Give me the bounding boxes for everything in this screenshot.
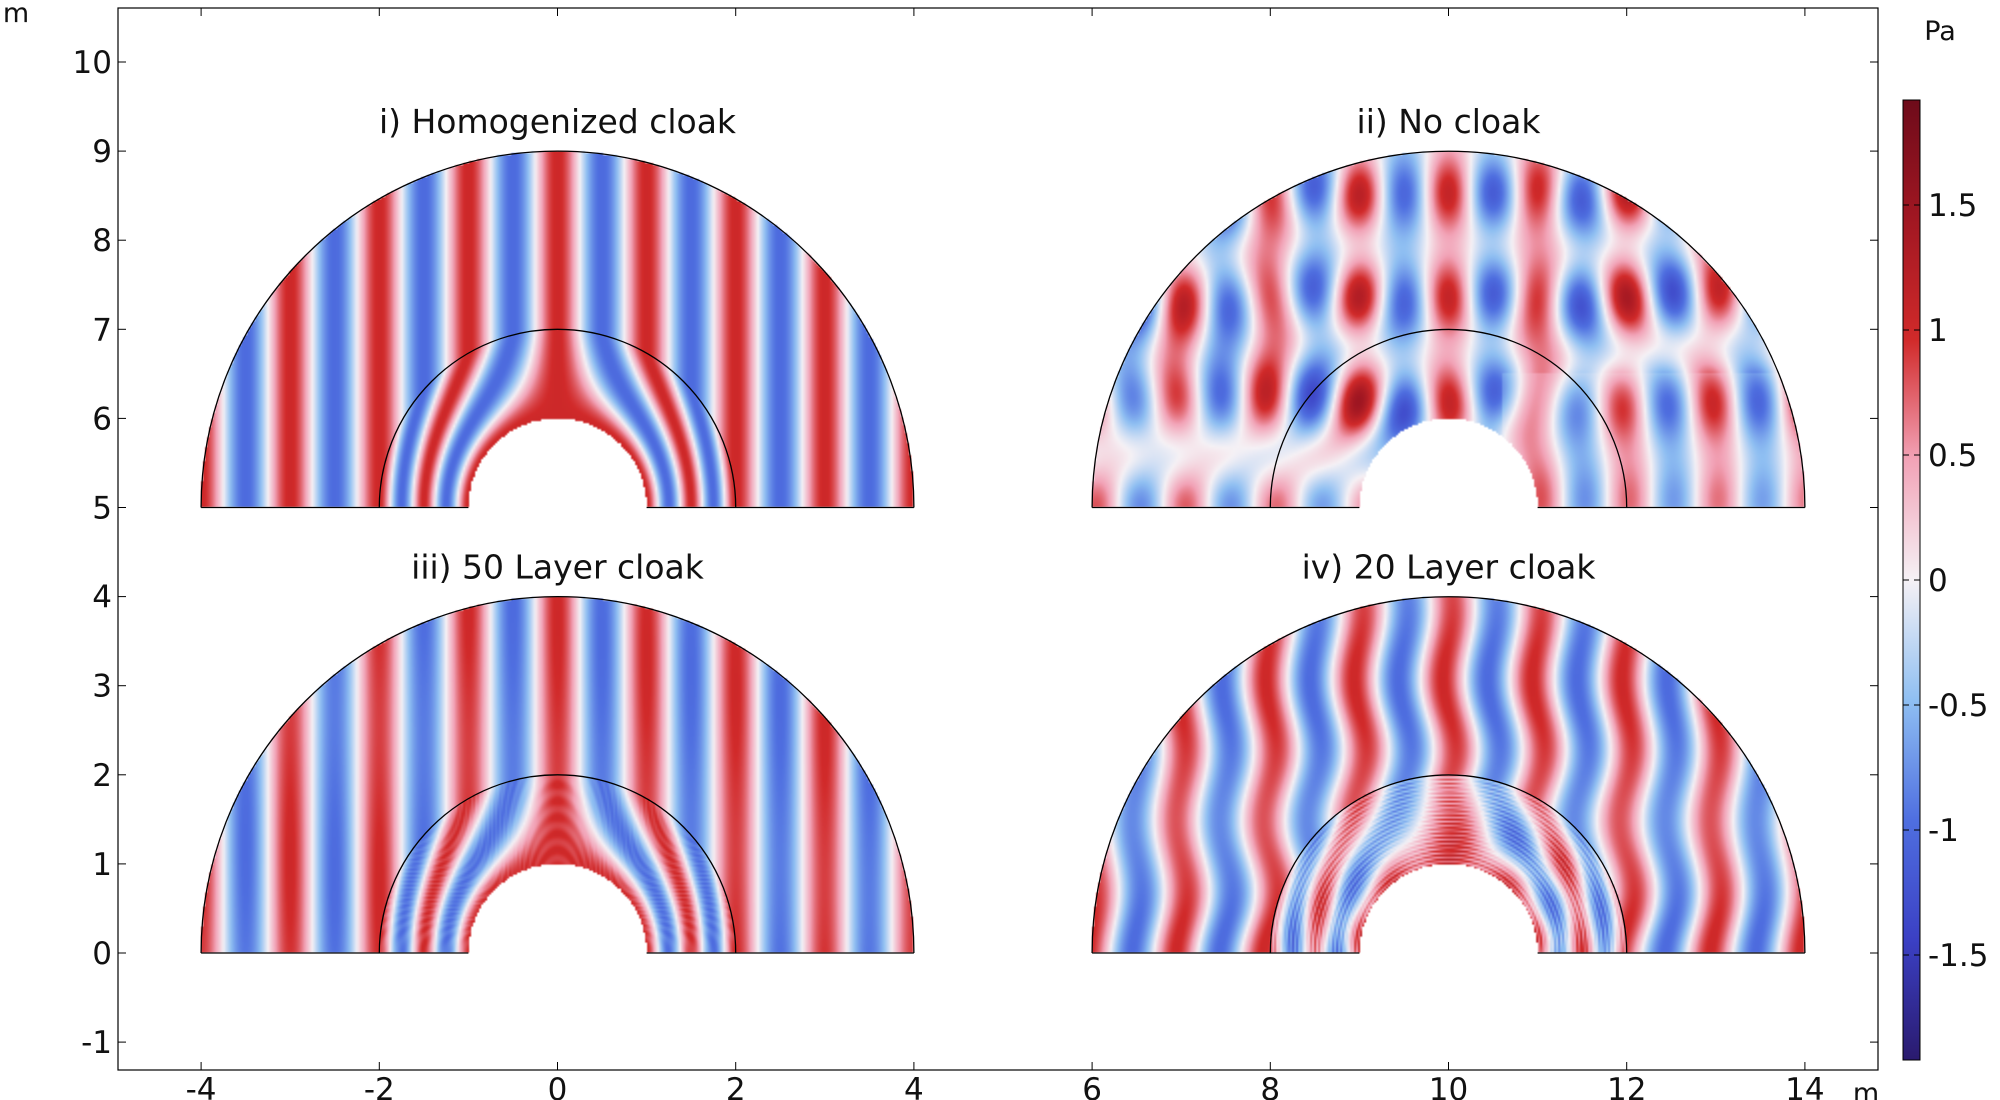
x-tick-label: -4 [186, 1072, 217, 1100]
x-axis: -4 -2 0 2 4 6 8 10 12 14 [186, 8, 1825, 1100]
y-tick-label: 10 [73, 45, 112, 81]
panel-2-title: ii) No cloak [1357, 102, 1542, 141]
y-tick-label: 6 [92, 401, 112, 437]
panel-3-pressure-map [199, 594, 918, 957]
x-tick-label: 0 [548, 1072, 568, 1100]
x-tick-label: 10 [1429, 1072, 1468, 1100]
y-tick-label: 0 [92, 936, 112, 972]
x-tick-label: 14 [1785, 1072, 1824, 1100]
x-axis-unit-label: m [1853, 1078, 1879, 1100]
panel-4-field [1090, 594, 1809, 957]
panel-1-field [199, 149, 918, 512]
y-tick-label: 8 [92, 223, 112, 259]
x-tick-label: 8 [1260, 1072, 1280, 1100]
panel-2-field [1090, 149, 1809, 512]
y-axis: -1 0 1 2 3 4 5 6 7 8 9 10 [73, 45, 1878, 1061]
cloak-boundary [378, 328, 737, 508]
x-tick-label: 12 [1607, 1072, 1646, 1100]
y-tick-label: 1 [92, 847, 112, 883]
outer-boundary [1091, 150, 1806, 508]
outer-boundary [200, 595, 915, 954]
panel-4-title: iv) 20 Layer cloak [1302, 548, 1597, 587]
x-tick-label: 2 [726, 1072, 746, 1100]
panel-1-title: i) Homogenized cloak [379, 102, 737, 141]
panel-1-pressure-map [199, 149, 918, 512]
y-tick-label: 2 [92, 758, 112, 794]
cloak-boundary [378, 774, 737, 954]
panel-2-pressure-map [1090, 149, 1809, 512]
colorbar-tick-label: 0 [1928, 563, 1948, 599]
outer-boundary [200, 150, 915, 508]
panel-4-pressure-map [1090, 594, 1809, 957]
colorbar: Pa 1.5 1 0.5 0 -0.5 -1 -1.5 [1902, 16, 1989, 1061]
y-tick-label: 9 [92, 134, 112, 170]
y-axis-unit-label: m [3, 0, 29, 29]
y-tick-label: 7 [92, 312, 112, 348]
colorbar-tick-label: -1 [1928, 813, 1959, 849]
x-tick-label: 6 [1082, 1072, 1102, 1100]
outer-boundary [1091, 595, 1806, 954]
colorbar-tick-label: 0.5 [1928, 438, 1977, 474]
cloak-boundary [1269, 328, 1628, 508]
y-tick-label: 5 [92, 491, 112, 527]
y-tick-label: 3 [92, 669, 112, 705]
x-tick-label: -2 [364, 1072, 395, 1100]
y-tick-label: 4 [92, 580, 112, 616]
panel-3-field [199, 594, 918, 957]
colorbar-tick-label: -0.5 [1928, 688, 1989, 724]
panels-layer [199, 149, 1809, 957]
colorbar-unit-label: Pa [1924, 16, 1956, 47]
colorbar-tick-label: 1.5 [1928, 188, 1977, 224]
y-tick-label: -1 [81, 1025, 112, 1061]
colorbar-tick-label: 1 [1928, 313, 1948, 349]
panel-3-title: iii) 50 Layer cloak [411, 548, 705, 587]
cloak-boundary [1269, 774, 1628, 954]
panel-titles: i) Homogenized cloak ii) No cloak iii) 50 … [379, 102, 1596, 586]
x-tick-label: 4 [904, 1072, 924, 1100]
colorbar-tick-label: -1.5 [1928, 938, 1989, 974]
